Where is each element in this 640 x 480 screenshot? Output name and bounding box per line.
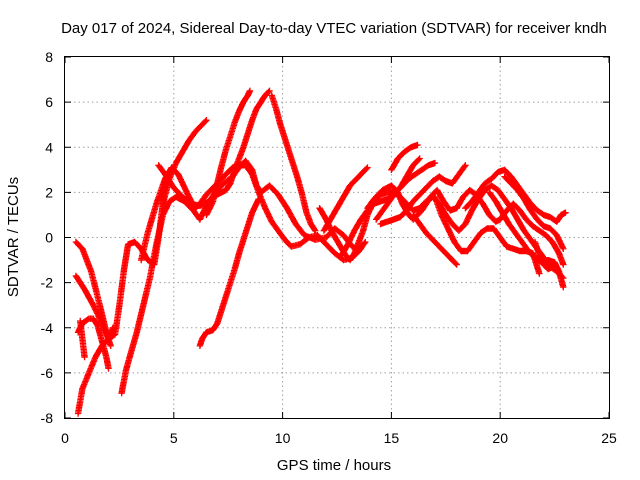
x-tick-label: 25 [601,430,617,446]
series-5 [77,317,88,361]
series-11 [196,195,262,349]
plot-frame [64,56,610,419]
series-10 [203,87,254,219]
series-points [410,211,460,268]
series-6 [118,157,369,397]
y-tick-label: -6 [41,365,54,381]
series-17 [373,159,439,223]
series-points [155,87,273,210]
y-tick-label: 2 [45,184,53,200]
series-18 [377,162,469,228]
series-14 [320,164,371,234]
y-tick-label: -4 [41,320,54,336]
series-9 [155,87,273,210]
y-tick-label: 0 [45,230,53,246]
series-points [501,173,567,252]
axis-tick-labels: 0 5 10 15 20 25 -8 -6 -4 -2 0 2 4 6 8 [41,49,617,446]
y-tick-label: -8 [41,410,54,426]
x-axis-label: GPS time / hours [277,457,391,474]
series-points [118,157,369,397]
y-tick-label: -2 [41,275,54,291]
x-tick-label: 15 [384,430,400,446]
series-24 [501,173,567,252]
y-tick-label: 4 [45,139,53,155]
chart-title: Day 017 of 2024, Sidereal Day-to-day VTE… [61,20,607,37]
x-tick-label: 5 [170,430,178,446]
x-tick-label: 20 [492,430,508,446]
x-tick-label: 10 [275,430,291,446]
series-points [268,92,319,234]
series-19 [388,141,421,173]
series-points [77,317,88,361]
series-points [196,195,262,349]
series-12 [268,92,319,234]
series-20 [410,211,460,268]
data-points [72,87,569,417]
x-tick-label: 0 [61,430,69,446]
series-points [377,162,469,228]
y-axis-label: SDTVAR / TECUs [5,177,22,297]
series-points [320,164,371,234]
series-points [388,141,421,173]
y-tick-label: 6 [45,94,53,110]
y-tick-label: 8 [45,49,53,65]
series-25 [531,238,556,273]
series-points [373,159,439,223]
series-points [203,87,254,219]
series-points [531,238,556,273]
